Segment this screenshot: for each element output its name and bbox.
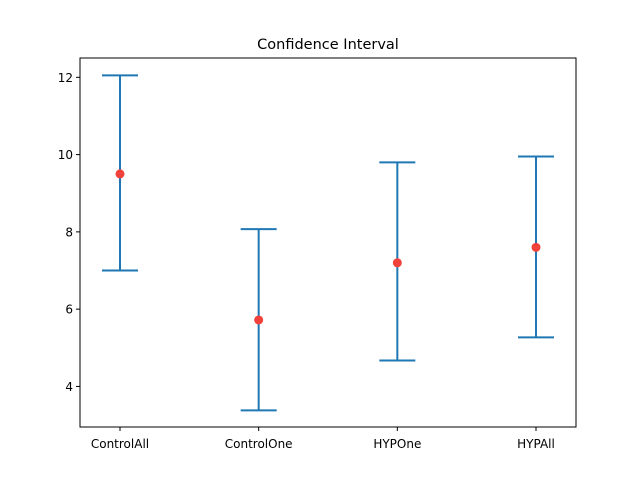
error-bars bbox=[102, 74, 554, 412]
y-tick-label: 6 bbox=[65, 303, 73, 317]
y-tick-label: 12 bbox=[58, 71, 73, 85]
mean-point bbox=[392, 258, 402, 268]
plot-area bbox=[79, 57, 577, 428]
y-tick-label: 4 bbox=[65, 380, 73, 394]
mean-point bbox=[115, 169, 125, 179]
x-tick-label: HYPAll bbox=[517, 437, 555, 451]
mean-point bbox=[254, 315, 264, 325]
x-tick-label: HYPOne bbox=[373, 437, 421, 451]
x-axis: ControlAll ControlOne HYPOne HYPAll bbox=[91, 427, 555, 451]
y-tick-label: 10 bbox=[58, 148, 73, 162]
x-tick-label: ControlOne bbox=[225, 437, 293, 451]
y-axis: 4 6 8 10 12 bbox=[58, 71, 80, 394]
chart-title: Confidence Interval bbox=[257, 37, 399, 53]
mean-point bbox=[531, 242, 541, 252]
x-tick-label: ControlAll bbox=[91, 437, 149, 451]
y-tick-label: 8 bbox=[65, 225, 73, 239]
